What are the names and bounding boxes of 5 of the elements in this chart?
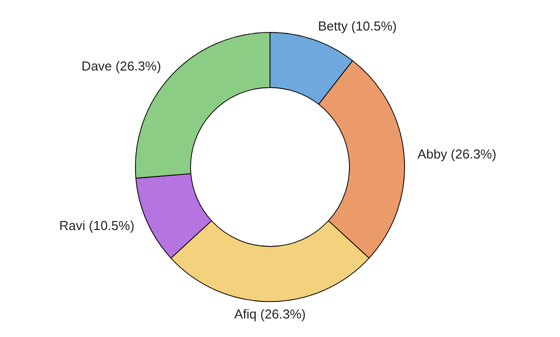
slice-label: Betty (10.5%) — [318, 18, 397, 34]
slice-label: Afiq (26.3%) — [234, 306, 306, 322]
slice-label: Abby (26.3%) — [418, 146, 496, 162]
slice-label: Dave (26.3%) — [82, 58, 162, 74]
slice-label: Ravi (10.5%) — [59, 218, 134, 234]
